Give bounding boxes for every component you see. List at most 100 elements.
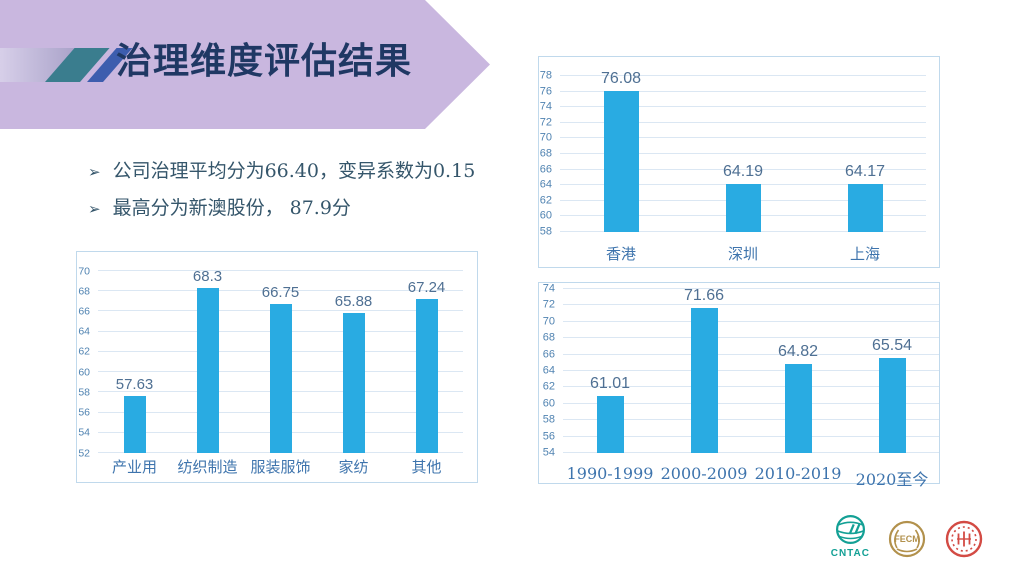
gridline — [560, 153, 926, 154]
gridline — [563, 337, 939, 339]
gridline — [563, 288, 939, 289]
plot-area: 52 54 56 58 60 62 64 66 68 70 57.63 产业用 68.3 纺织制造 66.7… — [78, 266, 463, 475]
x-category-label: 其他 — [411, 458, 442, 476]
bar-value-label: 64.82 — [777, 343, 819, 361]
y-tick-label: 66 — [539, 163, 552, 176]
y-tick-label: 54 — [542, 446, 555, 459]
red-seal-icon — [945, 520, 983, 558]
gridline — [560, 121, 926, 123]
y-tick-label: 64 — [542, 364, 555, 377]
y-tick-label: 70 — [539, 131, 552, 144]
y-tick-label: 68 — [542, 331, 555, 344]
gridline — [563, 452, 939, 453]
y-tick-label: 74 — [539, 100, 552, 113]
y-tick-label: 70 — [78, 264, 90, 277]
chart-industry-scores: 52 54 56 58 60 62 64 66 68 70 57.63 产业用 68.3 纺织制造 66.7… — [76, 251, 478, 483]
y-tick-label: 72 — [539, 116, 552, 129]
fecm-label: FECM — [894, 534, 920, 544]
gridline — [563, 419, 939, 421]
bar — [123, 396, 146, 453]
gridline — [563, 320, 939, 322]
chart-listing-place-scores: 58 60 62 64 66 68 70 72 74 76 78 76.08 香港 64.19 深圳 64.1… — [538, 56, 940, 268]
gridline — [98, 290, 463, 292]
gridline — [98, 270, 463, 271]
bar-value-label: 71.66 — [683, 287, 725, 305]
y-tick-label: 60 — [78, 365, 90, 378]
y-tick-label: 68 — [539, 147, 552, 160]
bar-value-label: 64.17 — [844, 162, 886, 180]
gridline — [563, 304, 939, 306]
bullet-text: 公司治理平均分为66.40，变异系数为0.15 — [112, 160, 476, 182]
bar-value-label: 76.08 — [600, 69, 642, 87]
x-category-label: 香港 — [605, 245, 637, 263]
bar — [196, 288, 219, 453]
y-tick-label: 58 — [539, 225, 552, 238]
y-tick-label: 60 — [539, 209, 552, 222]
gridline — [563, 435, 939, 437]
bar-value-label: 57.63 — [115, 376, 154, 394]
bullet-item: ➢ 公司治理平均分为66.40，变异系数为0.15 — [88, 156, 475, 193]
bar — [415, 298, 438, 453]
bar — [784, 364, 812, 453]
x-category-label: 服装服饰 — [250, 458, 311, 476]
y-tick-label: 52 — [78, 446, 90, 459]
gridline — [560, 168, 926, 170]
bar — [269, 303, 292, 453]
x-category-label: 深圳 — [727, 245, 759, 263]
x-category-label: 2010-2019 — [754, 464, 842, 483]
plot-area: 54 56 58 60 62 64 66 68 70 72 74 61.01 1990-1999 71.6… — [543, 283, 939, 488]
red-seal-logo — [944, 519, 984, 559]
y-tick-label: 54 — [78, 426, 90, 439]
y-tick-label: 64 — [539, 178, 552, 191]
gridline — [560, 90, 926, 92]
bar-value-label: 66.75 — [261, 283, 300, 301]
fecm-emblem-icon: FECM — [888, 520, 926, 558]
bar — [847, 183, 883, 232]
bullet-text: 最高分为新澳股份， 87.9分 — [112, 197, 351, 219]
gridline — [563, 386, 939, 388]
cntac-logo: CNTAC — [831, 511, 870, 559]
footer-logos: CNTAC FECM — [831, 511, 984, 559]
gridline — [560, 137, 926, 139]
bullet-item: ➢ 最高分为新澳股份， 87.9分 — [88, 193, 475, 230]
bar-value-label: 61.01 — [589, 374, 631, 392]
x-category-label: 1990-1999 — [566, 464, 654, 483]
bar — [342, 312, 365, 453]
y-tick-label: 66 — [542, 348, 555, 361]
y-tick-label: 72 — [542, 298, 555, 311]
bar-value-label: 64.19 — [722, 162, 764, 180]
x-category-label: 家纺 — [338, 458, 369, 476]
y-tick-label: 62 — [542, 380, 555, 393]
x-category-label: 2020至今 — [855, 470, 929, 489]
x-category-label: 上海 — [849, 245, 881, 263]
bar-value-label: 67.24 — [407, 278, 446, 296]
y-tick-label: 76 — [539, 85, 552, 98]
fecm-logo: FECM — [887, 519, 927, 559]
y-tick-label: 58 — [542, 413, 555, 426]
y-tick-label: 58 — [78, 386, 90, 399]
gridline — [563, 353, 939, 355]
bar — [878, 358, 906, 453]
bar-value-label: 65.88 — [334, 292, 373, 310]
x-category-label: 纺织制造 — [177, 458, 238, 476]
cntac-label: CNTAC — [830, 548, 870, 559]
y-tick-label: 74 — [542, 282, 555, 295]
bar-value-label: 65.54 — [871, 337, 913, 355]
y-tick-label: 62 — [78, 345, 90, 358]
cntac-globe-icon — [835, 514, 865, 545]
chart-period-scores: 54 56 58 60 62 64 66 68 70 72 74 61.01 1990-1999 71.6… — [538, 282, 940, 488]
gridline — [563, 402, 939, 404]
y-tick-label: 66 — [78, 305, 90, 318]
bar — [596, 395, 624, 453]
y-tick-label: 62 — [539, 194, 552, 207]
bar — [690, 308, 718, 453]
y-tick-label: 70 — [542, 315, 555, 328]
page-title: 治理维度评估结果 — [116, 40, 413, 81]
bar-value-label: 68.3 — [192, 268, 223, 286]
bar — [725, 183, 761, 232]
bullet-arrow-icon: ➢ — [88, 200, 101, 218]
bullet-list: ➢ 公司治理平均分为66.40，变异系数为0.15 ➢ 最高分为新澳股份， 87… — [88, 156, 475, 230]
plot-area: 58 60 62 64 66 68 70 72 74 76 78 76.08 香港 64.19 深圳 64.1… — [540, 70, 926, 262]
y-tick-label: 60 — [542, 397, 555, 410]
